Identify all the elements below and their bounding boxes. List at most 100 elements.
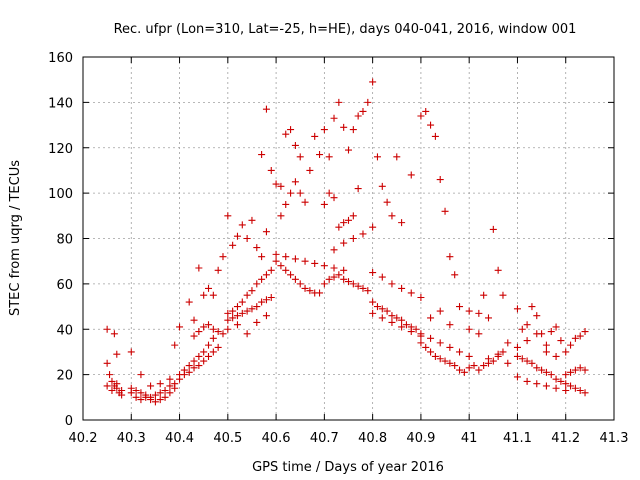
data-point xyxy=(484,355,492,363)
data-point xyxy=(422,343,430,351)
data-point xyxy=(190,357,198,365)
data-point xyxy=(373,303,381,311)
data-point xyxy=(523,377,531,385)
data-point xyxy=(195,264,203,272)
data-point xyxy=(451,362,459,370)
data-point xyxy=(253,280,261,288)
y-axis-label: STEC from uqrg / TECUs xyxy=(8,160,23,316)
data-point xyxy=(243,235,251,242)
data-point xyxy=(330,264,338,272)
data-point xyxy=(354,185,362,193)
data-point xyxy=(277,262,285,270)
data-point xyxy=(200,291,208,299)
x-tick-label: 41 xyxy=(461,431,478,446)
data-point xyxy=(340,123,348,131)
data-point xyxy=(354,112,362,120)
data-point xyxy=(335,98,343,106)
data-point xyxy=(446,321,454,329)
data-point xyxy=(253,318,261,326)
data-point xyxy=(475,330,483,338)
chart-title: Rec. ufpr (Lon=310, Lat=-25, h=HE), days… xyxy=(114,22,577,37)
data-point xyxy=(106,371,114,379)
data-point xyxy=(369,78,377,86)
x-tick-label: 40.9 xyxy=(406,431,435,446)
data-point xyxy=(552,352,560,360)
data-point xyxy=(542,382,550,390)
data-point xyxy=(417,330,425,338)
data-point xyxy=(258,298,266,306)
data-point xyxy=(436,339,444,347)
x-tick-label: 41.1 xyxy=(503,431,532,446)
data-point xyxy=(205,321,213,329)
data-point xyxy=(262,228,270,236)
data-point xyxy=(195,362,203,370)
data-point xyxy=(219,330,227,338)
data-point xyxy=(176,375,184,383)
data-point xyxy=(513,305,521,313)
data-point xyxy=(528,359,536,367)
data-point xyxy=(567,341,575,349)
data-point xyxy=(494,266,502,274)
data-point xyxy=(233,232,241,240)
data-point xyxy=(185,368,193,376)
data-point xyxy=(156,389,164,397)
data-point xyxy=(398,284,406,292)
data-point xyxy=(272,180,280,188)
data-point xyxy=(547,328,555,336)
data-point xyxy=(349,235,357,242)
data-point xyxy=(282,200,290,208)
data-point xyxy=(238,309,246,317)
y-tick-label: 60 xyxy=(56,278,73,293)
data-point xyxy=(533,330,541,338)
data-point xyxy=(436,176,444,184)
data-point xyxy=(446,343,454,351)
data-point xyxy=(552,384,560,392)
data-point xyxy=(504,359,512,367)
data-point xyxy=(417,112,425,120)
data-point xyxy=(431,132,439,140)
data-point xyxy=(258,275,266,283)
data-point xyxy=(576,364,584,372)
data-point xyxy=(359,284,367,292)
x-axis-label: GPS time / Days of year 2016 xyxy=(252,460,444,475)
data-point xyxy=(557,377,565,385)
data-point xyxy=(465,325,473,333)
data-point xyxy=(156,380,164,388)
data-point xyxy=(465,352,473,360)
data-point xyxy=(373,153,381,161)
data-point xyxy=(267,166,275,174)
data-point xyxy=(267,266,275,274)
data-point xyxy=(398,219,406,227)
data-point xyxy=(538,366,546,374)
data-point xyxy=(243,330,251,338)
data-point xyxy=(340,219,348,227)
data-point xyxy=(494,350,502,358)
data-point xyxy=(388,280,396,288)
data-point xyxy=(489,225,497,233)
data-point xyxy=(103,359,111,367)
data-point xyxy=(562,380,570,388)
data-point xyxy=(262,105,270,113)
data-point xyxy=(132,387,140,395)
data-point xyxy=(272,257,280,265)
data-point xyxy=(248,305,256,313)
data-point xyxy=(180,371,188,379)
data-point xyxy=(291,255,299,263)
data-point xyxy=(214,343,222,351)
x-tick-label: 40.6 xyxy=(262,431,291,446)
data-point xyxy=(277,212,285,220)
data-point xyxy=(127,348,135,356)
data-point xyxy=(311,132,319,140)
y-tick-label: 100 xyxy=(48,187,73,202)
data-point xyxy=(369,309,377,317)
data-point xyxy=(108,387,116,395)
data-points xyxy=(103,78,589,406)
data-point xyxy=(243,291,251,299)
data-point xyxy=(552,375,560,383)
x-tick-label: 40.7 xyxy=(310,431,339,446)
data-point xyxy=(340,275,348,283)
data-point xyxy=(359,230,367,238)
data-point xyxy=(354,282,362,290)
data-point xyxy=(233,321,241,329)
axis-ticks: 40.2 40.3 40.4 40.5 40.6 40.7 40.8 40.9 41 41.1 41… xyxy=(48,51,628,446)
